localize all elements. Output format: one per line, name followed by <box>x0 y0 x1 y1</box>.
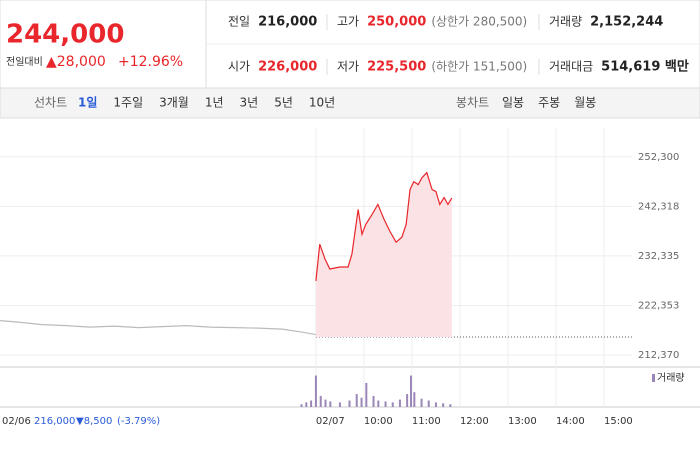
stat-label: 거래량 <box>549 15 582 29</box>
x-tick-label: 13:00 <box>508 416 537 427</box>
stat-label: 전일 <box>228 15 250 29</box>
y-tick-label: 232,335 <box>638 251 679 262</box>
stat-note: (하한가 151,500) <box>431 60 527 74</box>
volume-bar <box>338 402 341 407</box>
tab-bar <box>0 87 700 119</box>
volume-bar <box>442 403 445 407</box>
volume-bar <box>365 382 368 407</box>
volume-bar <box>314 375 317 407</box>
change-label: 전일대비 <box>6 56 43 68</box>
candle-tab[interactable]: 일봉 <box>502 96 524 110</box>
status-change: ▼8,500 <box>76 416 112 427</box>
price-line <box>315 171 453 281</box>
volume-bar <box>310 400 313 407</box>
volume-bar <box>329 401 332 407</box>
volume-bar <box>384 401 387 407</box>
period-tab[interactable]: 3개월 <box>159 96 189 110</box>
status-pct: (-3.79%) <box>117 416 160 427</box>
stat-label: 거래대금 <box>549 60 593 74</box>
area <box>315 172 452 338</box>
volume-bar <box>372 395 375 407</box>
stat-value: 216,000 <box>258 15 317 30</box>
stat-label: 고가 <box>337 15 359 29</box>
x-tick-label: 10:00 <box>364 416 393 427</box>
y-tick-label: 252,300 <box>638 152 679 163</box>
period-tab[interactable]: 10년 <box>309 96 335 110</box>
volume-bar <box>324 399 327 407</box>
stat-value: 225,500 <box>367 60 426 75</box>
y-tick-label: 212,370 <box>638 350 679 361</box>
status-date: 02/06 <box>2 416 31 427</box>
stat-note: (상한가 280,500) <box>431 15 527 29</box>
volume-bar <box>377 400 380 407</box>
volume-bar <box>449 404 452 407</box>
price: 244,000 <box>6 20 124 50</box>
stat-label: 저가 <box>337 60 359 74</box>
volume-bar <box>420 398 423 407</box>
tab-label: 선차트 <box>34 96 67 110</box>
stat-value: 250,000 <box>367 15 426 30</box>
x-tick-label: 12:00 <box>460 416 489 427</box>
volume-bar <box>406 394 409 407</box>
tab-label: 봉차트 <box>456 96 489 110</box>
volume-bar <box>360 397 363 407</box>
x-tick-label: 02/07 <box>316 416 345 427</box>
volume-bar <box>355 394 358 407</box>
candle-tab[interactable]: 월봉 <box>574 96 596 110</box>
status-close: 216,000 <box>34 416 75 427</box>
volume-bar <box>348 400 351 407</box>
legend-swatch <box>652 374 655 382</box>
period-tab[interactable]: 5년 <box>274 96 293 110</box>
y-tick-label: 222,353 <box>638 300 679 311</box>
x-tick-label: 11:00 <box>412 416 441 427</box>
change: ▲28,000 <box>46 54 106 70</box>
stat-value: 226,000 <box>258 60 317 75</box>
candle-tab[interactable]: 주봉 <box>538 96 560 110</box>
price-line <box>0 320 317 336</box>
volume-bar <box>434 402 437 407</box>
period-tab[interactable]: 3년 <box>240 96 259 110</box>
period-tab[interactable]: 1주일 <box>113 96 143 110</box>
volume-bar <box>409 375 412 407</box>
volume-bar <box>319 395 322 407</box>
volume-bar <box>398 399 401 407</box>
volume-bar <box>413 392 416 407</box>
x-tick-label: 14:00 <box>556 416 585 427</box>
volume-bar <box>427 400 430 407</box>
period-tab[interactable]: 1년 <box>205 96 224 110</box>
stat-value: 2,152,244 <box>590 15 663 30</box>
volume-bar <box>391 402 394 407</box>
stat-label: 시가 <box>228 60 250 74</box>
volume-bar <box>300 404 303 407</box>
change-pct: +12.96% <box>118 54 183 70</box>
y-tick-label: 242,318 <box>638 201 679 212</box>
x-tick-label: 15:00 <box>604 416 633 427</box>
volume-bar <box>305 402 308 407</box>
legend-label: 거래량 <box>657 372 685 384</box>
period-tab[interactable]: 1일 <box>78 96 97 110</box>
stat-value: 514,619 백만 <box>601 59 689 75</box>
